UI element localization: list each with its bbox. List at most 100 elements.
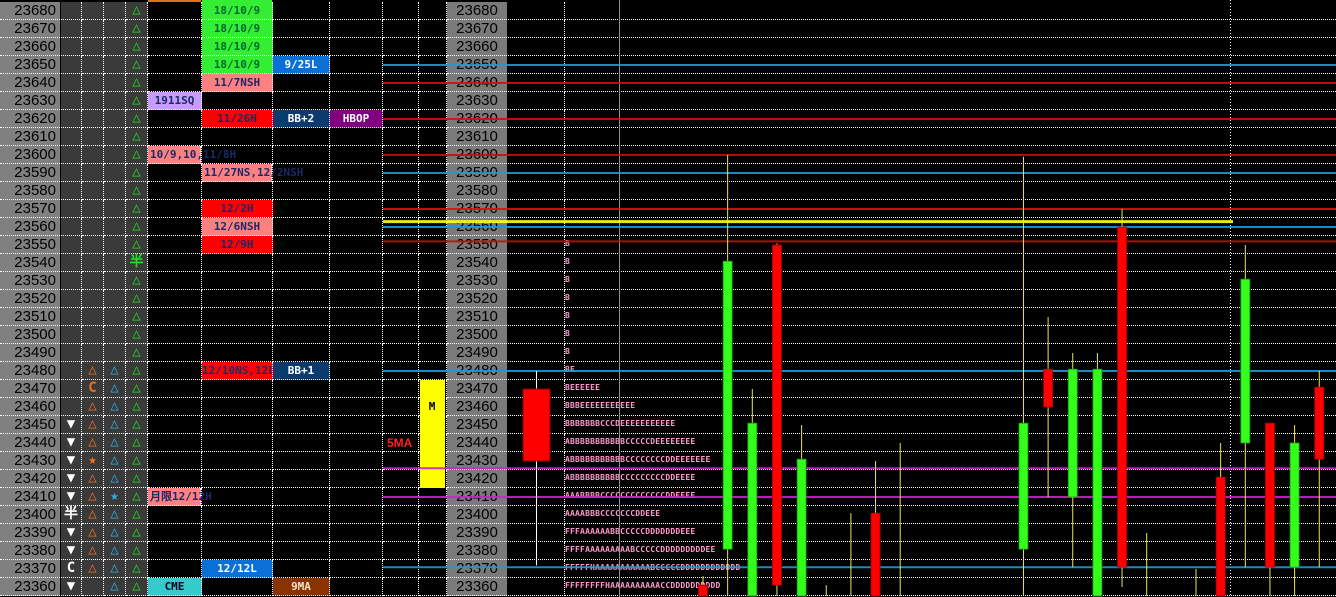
tri-up-icon: △ [88, 506, 97, 522]
empty-cell [419, 488, 447, 506]
price-cell: 23480 [0, 362, 60, 380]
grid-cell [508, 524, 565, 542]
empty-cell [202, 308, 273, 326]
empty-cell [273, 524, 330, 542]
empty-cell [148, 20, 202, 38]
half-icon: 半 [129, 254, 144, 270]
empty-cell [202, 92, 273, 110]
tri-up-icon: △ [132, 362, 141, 378]
marker-cell [104, 38, 126, 56]
empty-cell [383, 434, 419, 452]
grid-cell [565, 344, 1336, 362]
price-cell-right: 23400 [447, 506, 507, 524]
empty-cell [202, 578, 273, 596]
grid-cell [508, 74, 565, 92]
empty-cell [383, 20, 419, 38]
empty-cell [330, 524, 383, 542]
grid-cell [508, 416, 565, 434]
level-label: 12/9H [202, 236, 273, 254]
grid-cell [565, 542, 1336, 560]
marker-cell [82, 272, 104, 290]
empty-cell [330, 290, 383, 308]
tri-up-icon: △ [132, 38, 141, 54]
price-cell: 23650 [0, 56, 60, 74]
grid-cell [508, 128, 565, 146]
marker-cell [61, 362, 82, 380]
empty-cell [330, 506, 383, 524]
price-cell-right: 23670 [447, 20, 507, 38]
empty-cell [330, 182, 383, 200]
empty-cell [330, 38, 383, 56]
empty-cell [419, 20, 447, 38]
price-cell: 23450 [0, 416, 60, 434]
marker-cell [82, 164, 104, 182]
empty-cell [383, 290, 419, 308]
price-cell-right: 23600 [447, 146, 507, 164]
tri-up-icon: △ [88, 470, 97, 486]
marker-cell: ▼ [61, 488, 82, 506]
empty-cell [273, 236, 330, 254]
marker-cell [61, 290, 82, 308]
price-cell-right: 23360 [447, 578, 507, 596]
tpo-row: B [565, 275, 571, 284]
marker-cell: △ [126, 470, 148, 488]
empty-cell [273, 74, 330, 92]
marker-cell: △ [126, 398, 148, 416]
empty-cell [383, 272, 419, 290]
price-cell: 23570 [0, 200, 60, 218]
level-label-text: 10/9,10,11/8H [150, 148, 237, 161]
tri-up-icon: △ [132, 398, 141, 414]
empty-cell [419, 326, 447, 344]
price-cell: 23400 [0, 506, 60, 524]
empty-cell [273, 416, 330, 434]
empty-cell [330, 344, 383, 362]
marker-cell: △ [104, 362, 126, 380]
tpo-row: AAABBBBCCCCCCCCCCCCCDDEEEE [565, 491, 696, 500]
empty-cell [273, 164, 330, 182]
grid-cell [565, 218, 1336, 236]
price-cell: 23630 [0, 92, 60, 110]
grid-cell [565, 416, 1336, 434]
level-label-text: BB+2 [287, 112, 315, 125]
marker-cell [82, 218, 104, 236]
empty-cell [419, 182, 447, 200]
grid-cell [508, 56, 565, 74]
empty-cell [330, 398, 383, 416]
marker-cell: △ [126, 110, 148, 128]
price-cell: 23410 [0, 488, 60, 506]
tpo-row: B [565, 293, 571, 302]
star-icon: ★ [88, 452, 97, 468]
marker-cell [104, 290, 126, 308]
tri-up-icon: △ [132, 74, 141, 90]
price-cell-right: 23440 [447, 434, 507, 452]
price-cell: 23580 [0, 182, 60, 200]
level-label: 1911SQ [148, 92, 202, 110]
empty-cell [148, 398, 202, 416]
half-icon: 半 [64, 506, 78, 522]
empty-cell [419, 254, 447, 272]
empty-cell [330, 218, 383, 236]
empty-cell [202, 272, 273, 290]
marker-cell: ★ [82, 452, 104, 470]
tri-up-icon: △ [110, 434, 119, 450]
empty-cell [383, 146, 419, 164]
price-cell-right: 23470 [447, 380, 507, 398]
empty-cell [330, 560, 383, 578]
grid-cell [508, 254, 565, 272]
marker-cell [61, 20, 82, 38]
price-cell-right: 23510 [447, 308, 507, 326]
marker-cell [104, 326, 126, 344]
empty-cell [202, 290, 273, 308]
empty-cell [419, 506, 447, 524]
grid-cell [508, 20, 565, 38]
grid-cell [565, 236, 1336, 254]
level-label-text: 18/10/9 [213, 22, 261, 35]
grid-cell [565, 74, 1336, 92]
grid-cell [565, 92, 1336, 110]
level-label-text: 18/10/9 [213, 58, 261, 71]
empty-cell [148, 452, 202, 470]
empty-cell [148, 182, 202, 200]
grid-cell [508, 434, 565, 452]
empty-cell [383, 560, 419, 578]
empty-cell [330, 434, 383, 452]
